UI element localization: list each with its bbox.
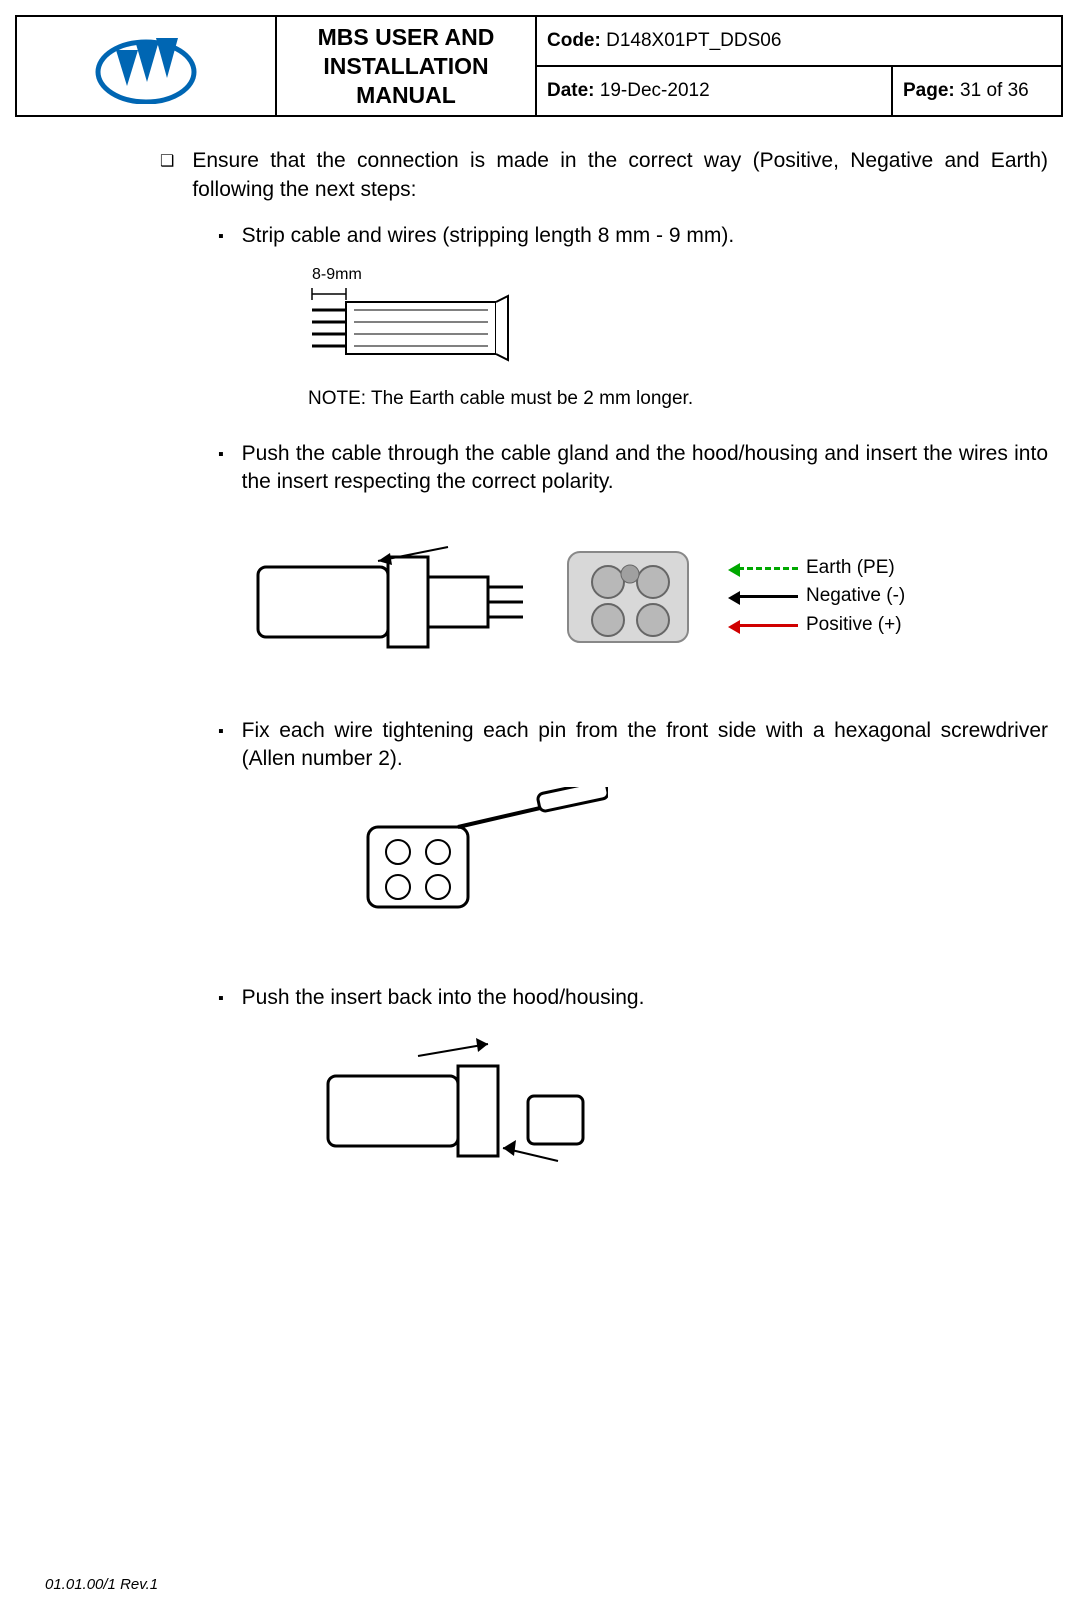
hood-insert-diagram-icon — [248, 517, 528, 677]
page-value: 31 of 36 — [960, 80, 1029, 101]
bullet-icon: ▪ — [218, 717, 224, 774]
cable-strip-diagram-icon — [308, 288, 518, 368]
label-positive: Positive (+) — [806, 611, 902, 640]
date-label: Date: — [547, 80, 595, 101]
date-cell: Date: 19-Dec-2012 — [536, 66, 892, 116]
bullet-icon: ▪ — [218, 222, 224, 250]
strip-dimension-label: 8-9mm — [308, 264, 1048, 286]
screwdriver-diagram-icon — [308, 787, 608, 947]
step-1-text: Strip cable and wires (stripping length … — [242, 222, 1048, 250]
company-logo-icon — [86, 24, 206, 104]
step-2-text: Push the cable through the cable gland a… — [242, 440, 1048, 497]
page-label: Page: — [903, 80, 955, 101]
step-3-text: Fix each wire tightening each pin from t… — [242, 717, 1048, 774]
square-bullet-icon: ❑ — [160, 147, 174, 204]
step-4-text: Push the insert back into the hood/housi… — [242, 984, 1048, 1012]
footer-revision: 01.01.00/1 Rev.1 — [45, 1576, 158, 1593]
date-value: 19-Dec-2012 — [600, 80, 710, 101]
note-text: NOTE: The Earth cable must be 2 mm longe… — [308, 386, 1048, 412]
step-2: ▪ Push the cable through the cable gland… — [218, 440, 1048, 497]
document-header: MBS USER AND INSTALLATION MANUAL Code: D… — [15, 15, 1063, 117]
logo-cell — [16, 16, 276, 116]
step-1: ▪ Strip cable and wires (stripping lengt… — [218, 222, 1048, 250]
figure-hood-connector: Earth (PE) Negative (-) Positive (+) — [248, 517, 1048, 677]
figure-strip: 8-9mm NOTE: The Earth cable must be 2 mm… — [218, 264, 1048, 412]
figure-screwdriver — [218, 787, 1048, 955]
code-cell: Code: D148X01PT_DDS06 — [536, 16, 1062, 66]
bullet-icon: ▪ — [218, 440, 224, 497]
main-text: Ensure that the connection is made in th… — [192, 147, 1048, 204]
step-3: ▪ Fix each wire tightening each pin from… — [218, 717, 1048, 774]
label-earth: Earth (PE) — [806, 554, 895, 583]
step-4: ▪ Push the insert back into the hood/hou… — [218, 984, 1048, 1012]
page-cell: Page: 31 of 36 — [892, 66, 1062, 116]
content-area: ❑ Ensure that the connection is made in … — [0, 117, 1078, 1204]
manual-title: MBS USER AND INSTALLATION MANUAL — [276, 16, 536, 116]
code-label: Code: — [547, 30, 601, 51]
push-insert-diagram-icon — [308, 1026, 608, 1196]
label-negative: Negative (-) — [806, 582, 905, 611]
main-bullet: ❑ Ensure that the connection is made in … — [160, 147, 1048, 204]
bullet-icon: ▪ — [218, 984, 224, 1012]
connector-labels: Earth (PE) Negative (-) Positive (+) — [738, 554, 905, 640]
code-value: D148X01PT_DDS06 — [606, 30, 781, 51]
connector-front-icon — [558, 532, 708, 662]
figure-push-back — [218, 1026, 1048, 1204]
